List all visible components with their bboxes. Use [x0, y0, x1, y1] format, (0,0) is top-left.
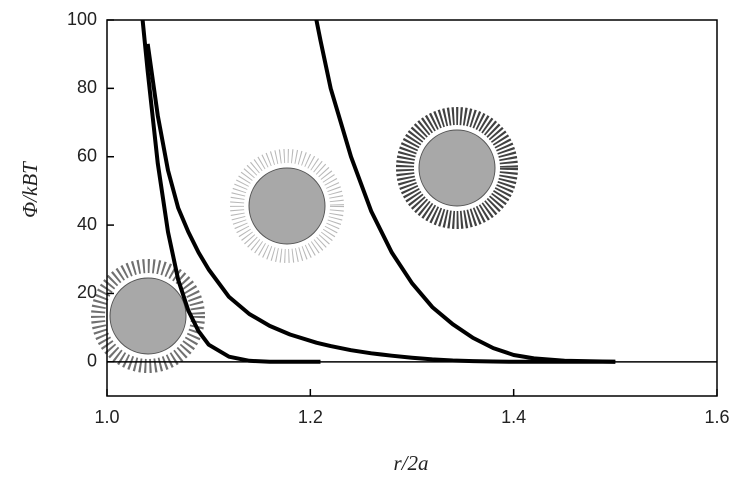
y-tick-label: 60	[77, 145, 97, 165]
x-tick-label: 1.4	[501, 407, 526, 427]
x-axis-label: r/2a	[393, 451, 428, 475]
curve	[140, 19, 321, 364]
y-tick-label: 20	[77, 282, 97, 302]
y-tick-label: 0	[87, 351, 97, 371]
y-tick-label: 80	[77, 77, 97, 97]
x-tick-label: 1.0	[94, 407, 119, 427]
y-tick-label: 40	[77, 214, 97, 234]
plot-frame	[106, 19, 718, 397]
x-tick-label: 1.2	[298, 407, 323, 427]
particle-decorations	[91, 107, 518, 373]
y-axis-label: Φ/kBT	[18, 161, 42, 218]
curve	[145, 43, 616, 364]
curve	[314, 19, 616, 364]
x-tick-label: 1.6	[704, 407, 729, 427]
y-tick-label: 100	[67, 9, 97, 29]
